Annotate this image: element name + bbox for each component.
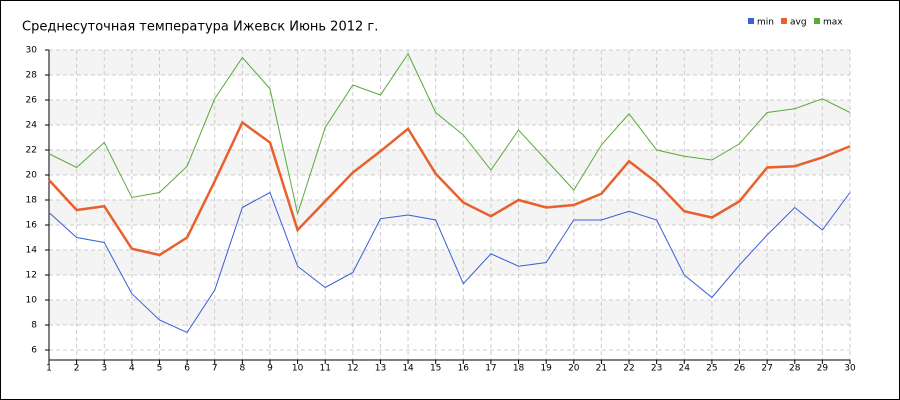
x-tick-label: 1 — [46, 364, 52, 374]
x-tick-label: 28 — [789, 364, 801, 374]
x-tick-label: 27 — [761, 364, 772, 374]
series-line — [48, 191, 851, 334]
x-tick-label: 7 — [212, 364, 218, 374]
x-tick-label: 18 — [513, 364, 525, 374]
chart-title: Среднесуточная температура Ижевск Июнь 2… — [22, 20, 378, 35]
x-tick-label: 17 — [485, 364, 496, 374]
y-tick-label: 22 — [26, 146, 37, 156]
y-tick-label: 28 — [26, 71, 38, 81]
x-tick-label: 15 — [430, 364, 441, 374]
y-tick-label: 6 — [31, 346, 37, 356]
x-tick-label: 29 — [817, 364, 829, 374]
x-tick-label: 4 — [129, 364, 135, 374]
x-tick-label: 9 — [267, 364, 273, 374]
x-tick-label: 30 — [844, 364, 856, 374]
x-tick-label: 3 — [101, 364, 107, 374]
band — [49, 300, 850, 325]
legend-label: avg — [790, 18, 807, 28]
legend-label: min — [757, 18, 774, 28]
x-tick-label: 23 — [651, 364, 662, 374]
y-tick-label: 12 — [26, 271, 37, 281]
x-tick-label: 12 — [347, 364, 358, 374]
y-tick-label: 18 — [26, 196, 38, 206]
x-tick-label: 5 — [157, 364, 163, 374]
series-line — [48, 120, 851, 257]
y-tick-label: 10 — [26, 296, 38, 306]
band — [49, 150, 850, 175]
y-tick-label: 14 — [26, 246, 38, 256]
y-tick-label: 8 — [31, 321, 37, 331]
y-tick-label: 16 — [26, 221, 38, 231]
x-tick-label: 20 — [568, 364, 580, 374]
y-tick-label: 26 — [26, 96, 38, 106]
x-tick-label: 6 — [184, 364, 190, 374]
y-tick-label: 30 — [26, 46, 38, 56]
x-tick-label: 8 — [239, 364, 245, 374]
x-tick-label: 19 — [540, 364, 552, 374]
x-tick-label: 22 — [623, 364, 634, 374]
x-tick-label: 14 — [402, 364, 414, 374]
x-tick-label: 13 — [375, 364, 386, 374]
x-tick-label: 21 — [596, 364, 607, 374]
legend-swatch — [748, 18, 754, 24]
y-tick-label: 24 — [26, 121, 38, 131]
band — [49, 100, 850, 125]
legend-swatch — [781, 18, 787, 24]
x-tick-label: 10 — [292, 364, 304, 374]
x-tick-label: 2 — [74, 364, 80, 374]
band — [49, 250, 850, 275]
x-tick-label: 24 — [679, 364, 691, 374]
x-tick-label: 25 — [706, 364, 717, 374]
legend-swatch — [814, 18, 820, 24]
x-tick-label: 16 — [458, 364, 470, 374]
legend-label: max — [823, 18, 843, 28]
x-tick-label: 11 — [319, 364, 330, 374]
y-tick-label: 20 — [26, 171, 38, 181]
series-line — [48, 52, 851, 216]
x-tick-label: 26 — [734, 364, 746, 374]
band — [49, 200, 850, 225]
band — [49, 50, 850, 75]
